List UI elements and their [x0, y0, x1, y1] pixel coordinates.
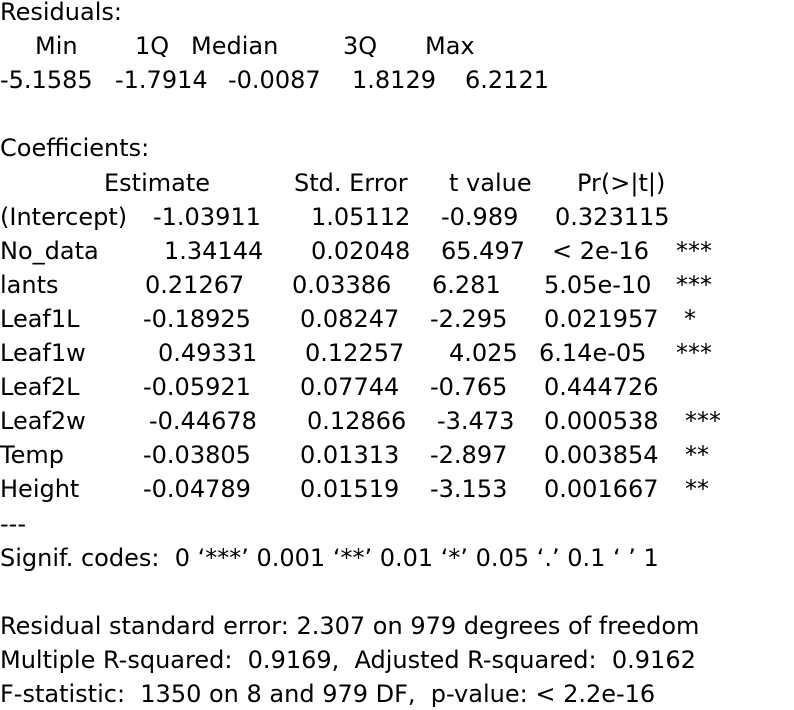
p-value: 0.323115 — [555, 202, 670, 231]
signif-stars: *** — [676, 339, 712, 367]
p-value: 0.001667 — [544, 475, 659, 504]
column-header: Median — [191, 32, 279, 61]
std-error: 1.05112 — [311, 202, 411, 231]
std-error: 0.12257 — [305, 339, 405, 367]
std-error: 0.01313 — [300, 441, 400, 470]
term-name: Leaf1L — [0, 304, 80, 333]
estimate: -0.04789 — [143, 475, 251, 504]
std-error: 0.12866 — [307, 407, 407, 436]
signif-stars: ** — [685, 475, 709, 504]
estimate: 0.49331 — [158, 339, 258, 367]
p-value: < 2e-16 — [552, 236, 649, 265]
summary-line: Residual standard error: 2.307 on 979 de… — [0, 611, 700, 640]
signif-codes: Signif. codes: 0 ‘***’ 0.001 ‘**’ 0.01 ‘… — [0, 543, 659, 572]
estimate: 1.34144 — [164, 236, 264, 265]
t-value: 6.281 — [432, 270, 501, 299]
std-error: 0.01519 — [300, 475, 400, 504]
p-value: 0.021957 — [544, 304, 659, 333]
estimate: 0.21267 — [145, 270, 245, 299]
t-value: -0.765 — [430, 373, 508, 402]
residual-value: -5.1585 — [0, 66, 93, 95]
residual-value: 6.2121 — [465, 66, 549, 95]
summary-line: F-statistic: 1350 on 8 and 979 DF, p-val… — [0, 680, 656, 708]
signif-stars: ** — [685, 441, 709, 470]
term-name: Leaf2w — [0, 407, 86, 436]
t-value: -3.473 — [437, 407, 515, 436]
std-error: 0.08247 — [300, 304, 400, 333]
std-error: 0.03386 — [292, 270, 392, 299]
t-value: -2.897 — [430, 441, 508, 470]
estimate: -0.05921 — [143, 373, 251, 402]
column-header: 3Q — [343, 32, 378, 61]
term-name: Leaf1w — [0, 339, 86, 367]
signif-stars: *** — [676, 236, 712, 265]
term-name: lants — [0, 270, 59, 299]
column-header: Min — [35, 32, 78, 61]
term-name: No_data — [0, 236, 99, 265]
p-value: 0.003854 — [544, 441, 659, 470]
t-value: -2.295 — [430, 304, 508, 333]
column-header: Max — [425, 32, 475, 61]
column-header: t value — [449, 168, 532, 197]
section-title: Residuals: — [0, 0, 122, 26]
column-header: Pr(>|t|) — [577, 168, 666, 197]
p-value: 5.05e-10 — [544, 270, 652, 299]
section-title: Coefficients: — [0, 134, 150, 163]
separator: --- — [0, 509, 26, 538]
signif-stars: *** — [676, 270, 712, 299]
term-name: Leaf2L — [0, 373, 80, 402]
estimate: -0.18925 — [143, 304, 251, 333]
term-name: Height — [0, 475, 80, 504]
term-name: Temp — [0, 441, 64, 470]
summary-line: Multiple R-squared: 0.9169, Adjusted R-s… — [0, 645, 696, 674]
std-error: 0.07744 — [300, 373, 400, 402]
column-header: 1Q — [135, 32, 170, 61]
p-value: 0.000538 — [544, 407, 659, 436]
estimate: -0.03805 — [143, 441, 251, 470]
residual-value: -1.7914 — [115, 66, 208, 95]
t-value: -0.989 — [441, 202, 519, 231]
t-value: -3.153 — [430, 475, 508, 504]
t-value: 65.497 — [441, 236, 525, 265]
estimate: -0.44678 — [149, 407, 257, 436]
signif-stars: * — [684, 304, 696, 333]
column-header: Std. Error — [294, 168, 408, 197]
p-value: 0.444726 — [544, 373, 659, 402]
estimate: -1.03911 — [153, 202, 261, 231]
std-error: 0.02048 — [311, 236, 411, 265]
residual-value: 1.8129 — [352, 66, 436, 95]
p-value: 6.14e-05 — [539, 339, 647, 367]
signif-stars: *** — [685, 407, 721, 436]
residual-value: -0.0087 — [228, 66, 321, 95]
term-name: (Intercept) — [0, 202, 128, 231]
t-value: 4.025 — [449, 339, 518, 367]
column-header: Estimate — [104, 168, 211, 197]
